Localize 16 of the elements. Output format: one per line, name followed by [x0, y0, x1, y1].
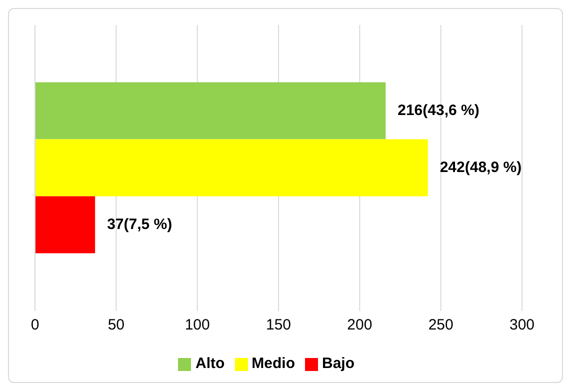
x-tick-label: 150	[266, 316, 292, 334]
legend-label: Bajo	[322, 355, 355, 372]
bar	[35, 139, 428, 196]
x-tick-label: 0	[30, 316, 40, 334]
x-tick-label: 250	[428, 316, 454, 334]
legend-label: Medio	[252, 355, 295, 372]
data-label: 216(43,6 %)	[398, 102, 480, 120]
x-tick-label: 200	[347, 316, 372, 334]
x-tick-label: 300	[509, 316, 535, 334]
data-label: 242(48,9 %)	[440, 159, 522, 176]
x-tick-label: 50	[108, 316, 125, 334]
data-label: 37(7,5 %)	[107, 216, 172, 234]
x-tick-label: 100	[184, 316, 210, 334]
bar	[35, 196, 96, 254]
bar	[35, 82, 386, 140]
legend-label: Alto	[195, 355, 225, 372]
